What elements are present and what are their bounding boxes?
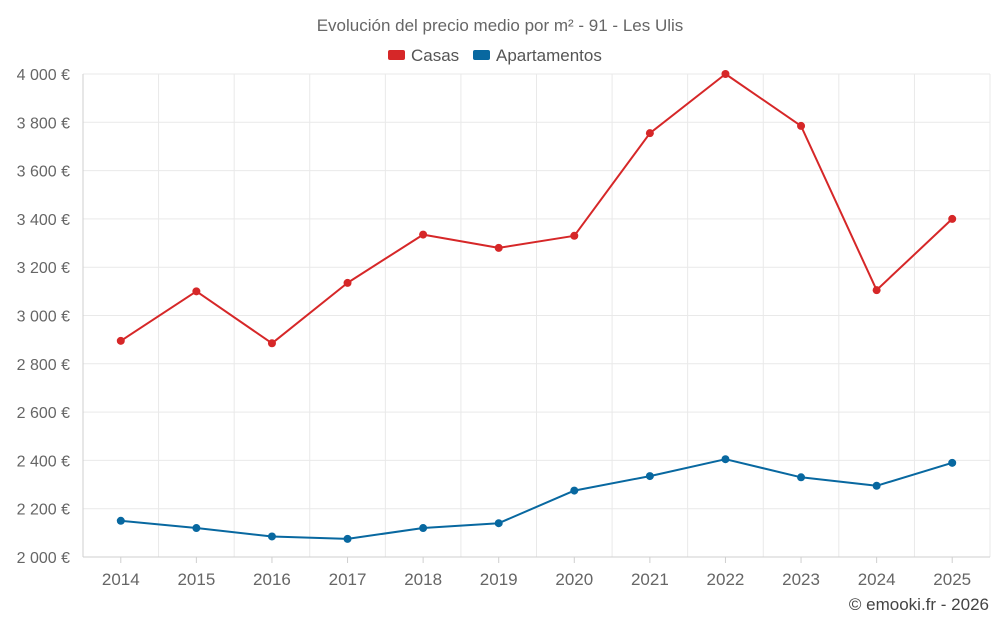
data-point-casas-2024[interactable] [872,286,881,295]
legend-label-casas: Casas [411,46,459,65]
data-point-casas-2019[interactable] [494,243,503,252]
x-tick-label: 2017 [329,570,367,589]
data-point-casas-2015[interactable] [192,287,201,296]
series [116,70,957,543]
legend-label-apartamentos: Apartamentos [496,46,602,65]
x-axis-ticks: 2014 2015 2016 2017 2018 2019 2020 2021 2022 2023… [102,557,971,589]
y-tick-label: 3 600 € [17,164,70,181]
x-tick-label: 2019 [480,570,518,589]
x-tick-label: 2020 [555,570,593,589]
x-tick-label: 2025 [933,570,971,589]
y-tick-label: 2 600 € [17,405,70,422]
y-tick-label: 3 200 € [17,260,70,277]
x-tick-label: 2022 [707,570,745,589]
data-point-apartamentos-2014[interactable] [116,516,125,525]
gridlines [83,73,991,557]
series-line-apartamentos [120,458,953,540]
legend: Casas Apartamentos [388,46,602,65]
axes [82,74,990,558]
x-tick-label: 2018 [404,570,442,589]
y-tick-label: 3 400 € [17,212,70,229]
legend-item-casas[interactable]: Casas [388,46,459,65]
data-point-apartamentos-2017[interactable] [343,534,352,543]
data-point-apartamentos-2021[interactable] [645,472,654,481]
data-point-casas-2022[interactable] [721,70,730,78]
credit-text: © emooki.fr - 2026 [849,595,989,614]
y-tick-label: 2 400 € [17,453,70,470]
data-point-casas-2020[interactable] [570,231,579,240]
chart-title: Evolución del precio medio por m² - 91 -… [317,16,684,35]
data-point-casas-2023[interactable] [797,121,806,130]
x-tick-label: 2016 [253,570,291,589]
x-tick-label: 2014 [102,570,140,589]
legend-item-apartamentos[interactable]: Apartamentos [473,46,602,65]
legend-swatch-casas [388,50,405,60]
data-point-apartamentos-2018[interactable] [419,524,428,533]
x-tick-label: 2024 [858,570,896,589]
data-point-casas-2016[interactable] [267,339,276,348]
data-point-casas-2021[interactable] [645,129,654,138]
y-tick-label: 4 000 € [17,67,70,84]
y-axis-ticks: 2 000 € 2 200 € 2 400 € 2 600 € 2 800 € 3 000… [17,67,70,567]
data-point-apartamentos-2024[interactable] [872,481,881,490]
x-tick-label: 2021 [631,570,669,589]
data-point-casas-2025[interactable] [948,214,957,223]
data-point-apartamentos-2015[interactable] [192,524,201,533]
data-point-apartamentos-2016[interactable] [267,532,276,541]
x-tick-label: 2023 [782,570,820,589]
legend-swatch-apartamentos [473,50,490,60]
series-line-casas [120,73,953,345]
data-point-apartamentos-2020[interactable] [570,486,579,495]
data-point-casas-2017[interactable] [343,278,352,287]
data-point-casas-2014[interactable] [116,336,125,345]
y-tick-label: 2 800 € [17,357,70,374]
y-tick-label: 2 200 € [17,502,70,519]
data-point-apartamentos-2023[interactable] [797,473,806,482]
data-point-apartamentos-2025[interactable] [948,458,957,467]
data-point-casas-2018[interactable] [419,230,428,239]
data-point-apartamentos-2022[interactable] [721,455,730,464]
x-tick-label: 2015 [177,570,215,589]
y-tick-label: 2 000 € [17,550,70,567]
y-tick-label: 3 000 € [17,309,70,326]
y-tick-label: 3 800 € [17,115,70,132]
data-point-apartamentos-2019[interactable] [494,519,503,528]
